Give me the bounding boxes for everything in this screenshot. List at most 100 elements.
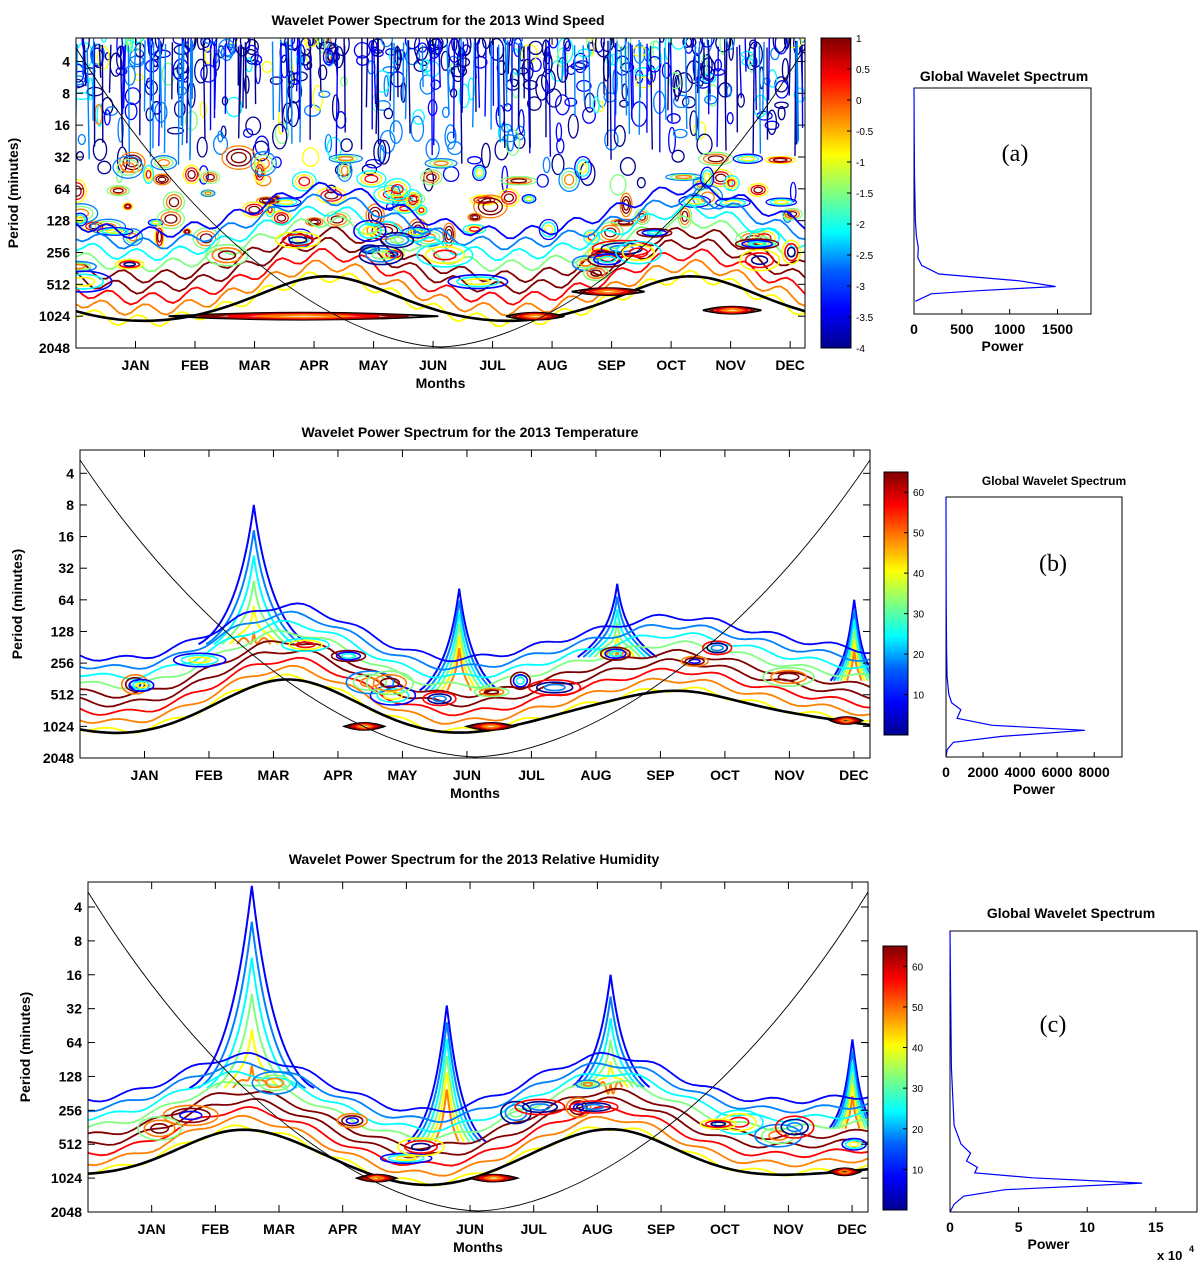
contour-ring (291, 171, 317, 192)
contour-band (80, 656, 870, 717)
contour-ring (500, 1100, 532, 1125)
contour-ring (170, 1107, 211, 1124)
contour-ring (473, 194, 508, 219)
x-tick-label: OCT (656, 357, 686, 373)
contour-lens (587, 288, 629, 295)
contour-ring (447, 274, 509, 290)
colorbar-tick-label: 40 (913, 569, 925, 580)
contour-ring (683, 38, 695, 54)
contour-ring (672, 128, 688, 139)
y-tick-label: 8 (74, 933, 82, 949)
contour-ridge (592, 1061, 629, 1088)
contour-ring (521, 1100, 559, 1114)
contour-ring (577, 48, 592, 58)
contour-ring (288, 236, 308, 244)
contour-ring (123, 203, 132, 210)
contour-ring (599, 646, 631, 661)
cone-of-influence (88, 891, 868, 1212)
contour-ring (200, 170, 221, 184)
contour-ring (261, 198, 272, 203)
contour-ring (467, 156, 482, 165)
colorbar-tick-label: 60 (912, 962, 924, 973)
y-tick-label: 4 (66, 465, 74, 481)
contour-ring (568, 1100, 619, 1114)
contour-ring (503, 193, 515, 203)
contour-ridge (577, 583, 658, 659)
contour-ring (324, 191, 339, 200)
contour-lens (367, 1175, 386, 1181)
contour-ring (333, 154, 359, 163)
contour-ring (244, 203, 264, 216)
cone-of-influence (76, 47, 805, 348)
contour-ring (76, 216, 84, 224)
colorbar-tick-label: 1 (856, 34, 862, 45)
colorbar-tick-label: 10 (912, 1165, 924, 1176)
contour-lens (482, 1175, 505, 1181)
contour-ring (103, 109, 111, 126)
contour-ring (535, 681, 574, 694)
contour-ring (668, 126, 676, 154)
contour-ring (555, 122, 563, 142)
contour-streak (507, 42, 511, 74)
global-x-tick-label: 500 (950, 321, 974, 337)
contour-ring (502, 134, 518, 143)
x-tick-label: JUL (520, 1221, 547, 1237)
contour-ring (551, 153, 565, 176)
contour-ring (164, 214, 178, 224)
global-x-tick-label: 4000 (1005, 764, 1036, 780)
contour-streak (152, 41, 155, 149)
contour-ring (573, 52, 588, 74)
contour-ring (179, 1110, 203, 1121)
contour-ring (223, 43, 235, 58)
contour-ring (360, 172, 383, 186)
contour-streak (82, 38, 86, 69)
contour-streak (667, 42, 670, 111)
contour-ring (456, 276, 500, 288)
contour-ring (473, 686, 510, 698)
contour-band (76, 192, 805, 251)
contour-streak (796, 40, 800, 141)
contour-ring (706, 84, 720, 107)
x-tick-label: DEC (837, 1221, 867, 1237)
contour-streak (98, 43, 102, 78)
contour-ring (124, 38, 134, 53)
contour-streak (421, 45, 424, 88)
contour-ring (498, 188, 520, 208)
contour-ring (250, 151, 277, 177)
contour-ring (725, 177, 738, 190)
contour-streak (453, 40, 456, 139)
contour-ring (357, 222, 382, 239)
contour-streak (564, 45, 567, 77)
contour-ridge (423, 1055, 471, 1143)
colorbar-tick-label: 0.5 (856, 65, 870, 76)
panel-b: Wavelet Power Spectrum for the 2013 Temp… (9, 424, 1126, 801)
contour-ring (612, 38, 627, 52)
x-tick-label: JUN (456, 1221, 484, 1237)
contour-ring (157, 176, 167, 183)
contour-streak (459, 46, 463, 164)
contour-ring (387, 1154, 425, 1163)
contour-ring (734, 238, 780, 250)
contour-ring (410, 1142, 431, 1152)
contour-ring (442, 166, 460, 183)
contour-streak (631, 44, 634, 106)
contour-ridge (834, 1061, 868, 1130)
y-tick-label: 512 (51, 687, 75, 703)
contour-streak (407, 40, 411, 134)
chart-title: Wavelet Power Spectrum for the 2013 Rela… (289, 851, 660, 867)
contour-lens (363, 1175, 391, 1182)
y-tick-label: 512 (47, 276, 71, 292)
contour-ring (615, 240, 662, 265)
x-tick-label: NOV (715, 357, 746, 373)
contour-ring (76, 263, 86, 270)
y-tick-label: 256 (59, 1102, 83, 1118)
contour-ridge (213, 555, 295, 646)
contour-streak (795, 43, 799, 144)
contour-ring (124, 87, 142, 106)
contour-field (88, 885, 868, 1212)
contour-ridge (841, 1084, 864, 1130)
contour-ring (155, 175, 169, 184)
contour-streak (615, 40, 618, 116)
contour-ring (387, 181, 408, 198)
y-tick-label: 2048 (39, 340, 70, 356)
